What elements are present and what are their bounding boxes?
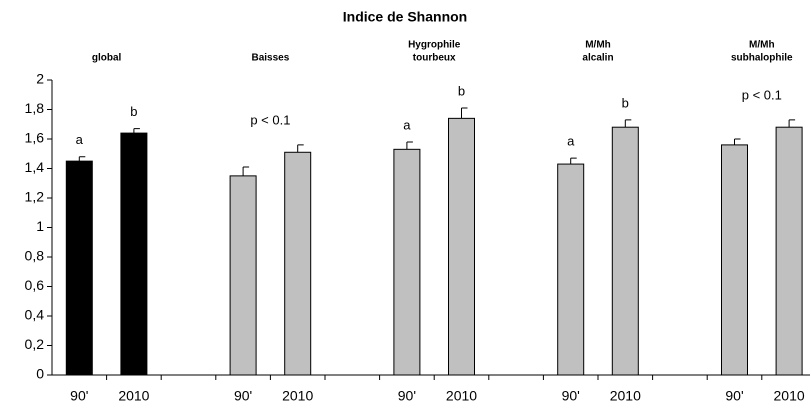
x-tick-label: 90'	[70, 388, 88, 404]
bar	[775, 126, 803, 376]
annotation: a	[76, 132, 84, 147]
x-tick-label: 90'	[398, 388, 416, 404]
x-tick-label: 2010	[446, 388, 477, 404]
x-tick-label: 2010	[118, 388, 149, 404]
annotation: p < 0.1	[742, 87, 782, 102]
bar	[448, 117, 475, 376]
bar	[229, 175, 257, 376]
error-bar	[624, 119, 632, 128]
x-tick-label: 2010	[282, 388, 313, 404]
x-tick-label: 90'	[234, 388, 252, 404]
group-label: Baisses	[251, 53, 289, 64]
bar	[120, 132, 148, 376]
x-tick-label: 90'	[562, 388, 580, 404]
y-tick-label: 2	[36, 71, 44, 87]
annotation: b	[622, 95, 629, 110]
bar	[284, 151, 312, 376]
y-tick-label: 0,8	[25, 248, 45, 264]
group-label: M/Mh	[749, 40, 775, 51]
y-tick-label: 0,2	[25, 336, 45, 352]
error-bar	[78, 156, 86, 162]
y-tick-label: 1	[36, 218, 44, 234]
y-tick-label: 0,4	[25, 307, 45, 323]
y-tick-label: 0,6	[25, 277, 45, 293]
bar	[721, 144, 748, 376]
annotation: b	[458, 83, 465, 98]
x-tick-label: 2010	[610, 388, 641, 404]
error-bar	[242, 166, 250, 176]
y-tick-label: 0	[36, 366, 44, 382]
error-bar	[570, 157, 577, 165]
error-bar	[133, 128, 140, 134]
group-label: Hygrophile	[408, 40, 461, 51]
bar	[611, 126, 639, 376]
annotation: a	[403, 117, 411, 132]
error-bar	[406, 141, 413, 150]
group-label: subhalophile	[731, 53, 793, 64]
bar	[65, 160, 93, 376]
error-bar	[788, 119, 796, 128]
annotation: a	[567, 134, 575, 149]
x-tick-label: 2010	[774, 388, 805, 404]
bar	[393, 148, 421, 376]
annotation: p < 0.1	[250, 112, 290, 127]
error-bar	[734, 138, 741, 145]
group-label: alcalin	[582, 53, 613, 64]
error-bar	[461, 107, 468, 119]
bar	[557, 163, 585, 376]
y-tick-label: 1,6	[25, 130, 45, 146]
chart-title: Indice de Shannon	[343, 9, 467, 25]
y-tick-label: 1,4	[25, 159, 45, 175]
error-bar	[297, 144, 304, 153]
y-tick-label: 1,8	[25, 100, 45, 116]
group-label: M/Mh	[585, 40, 611, 51]
group-label: tourbeux	[413, 53, 456, 64]
annotation: b	[130, 104, 137, 119]
group-label: global	[92, 53, 122, 64]
y-tick-label: 1,2	[25, 189, 45, 205]
x-tick-label: 90'	[725, 388, 743, 404]
